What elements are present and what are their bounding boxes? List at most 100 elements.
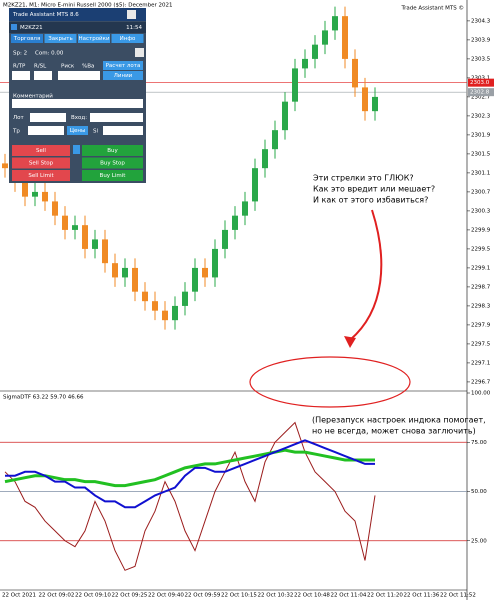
label: M2KZ21 [20,25,43,31]
tab-label[interactable]: Настройки [78,35,109,42]
candle-body [62,215,68,230]
candle-body [52,201,58,216]
label: 1.0 [36,73,45,79]
x-tick-label: 22 Oct 11:04 [331,593,367,599]
trade-button-label[interactable]: Buy Stop [100,161,125,167]
candle-body [272,130,278,150]
indicator-title: SigmaDTF 63.22 59.70 46.66 [3,395,84,401]
price-label-box [468,88,494,97]
input [28,126,64,135]
label: 20 [115,128,122,134]
indicator-line [4,421,376,571]
x-tick-label: 22 Oct 09:10 [75,593,111,599]
y-tick-label: 2297.5 [471,341,491,347]
tab-label[interactable]: Инфо [120,36,136,42]
y-tick-label: 2304.3 [471,18,491,24]
input [30,113,66,122]
input [12,71,30,80]
button [103,61,143,70]
y-tick-label: 2300.7 [471,189,491,195]
y-tick-label: 2303.5 [471,56,491,62]
tab[interactable] [78,34,110,43]
y-tick-label: 2297.1 [471,360,490,366]
x-tick-label: 22 Oct 10:48 [294,593,330,599]
trade-button-label[interactable]: Sell Stop [29,161,54,167]
label: 2.0 [14,73,23,79]
input [34,71,52,80]
tab[interactable] [44,34,77,43]
label: 1.00 [72,73,85,79]
candle-body [42,191,48,202]
trade-button-label[interactable]: Buy [107,148,118,154]
label: R/TP [13,64,26,70]
trade-button[interactable] [82,145,143,156]
trade-button[interactable] [82,157,143,169]
x-tick-label: 22 Oct 11:36 [404,593,440,599]
x-tick-label: 22 Oct 09:40 [148,593,184,599]
tab-label[interactable]: Торговля [13,36,41,42]
close-button [127,10,136,19]
price-label: 2303.0 [470,80,490,86]
candle-body [152,301,158,311]
label: Sp: 2 [13,51,27,57]
label: Scalpex 4.0 [61,101,93,107]
arrow-head [344,336,356,348]
x-tick-label: 22 Oct 09:02 [39,593,75,599]
annotation: И как от этого избавиться? [313,196,428,205]
x-tick-label: 22 Oct 11:20 [367,593,403,599]
trade-button-label[interactable]: Sell [36,148,46,154]
trade-button[interactable] [82,170,143,181]
y-tick-label: 2299.9 [471,227,491,233]
candle-body [252,168,258,202]
y-tick-label: 2296.7 [471,379,491,385]
y-tick-label: 2297.9 [471,322,491,328]
input [90,113,143,122]
annotation: Как это вредит или мешает? [313,185,435,194]
trade-button-label[interactable]: Sell Limit [28,173,54,179]
tab[interactable] [111,34,144,43]
symbol-row [9,22,146,33]
label: R/SL [34,64,47,70]
y-tick-label: 2299.1 [471,265,490,271]
price-label: 2302.8 [470,90,490,96]
tab[interactable] [11,34,43,43]
arrow [349,209,383,341]
candle-body [32,191,38,197]
candle-body [72,225,78,230]
price-label-box [468,78,494,87]
x-tick-label: 22 Oct 10:15 [221,593,257,599]
trade-button[interactable] [12,157,70,169]
tab-label[interactable]: Закрыть [48,36,73,42]
trade-button-label[interactable]: Buy Limit [100,173,127,179]
annotation: (Перезапуск настроек индюка помогает, [312,416,486,425]
y-tick-label: 2301.1 [471,170,490,176]
candle-body [92,239,98,249]
label: Комментарий [13,93,53,100]
label: Лот [13,115,25,121]
indicator-line [5,439,375,509]
x-tick-label: 22 Oct 10:32 [258,593,294,599]
label: %Ba [82,64,94,70]
title-bar [9,8,146,21]
x-tick-label: 22 Oct 09:59 [185,593,221,599]
label: Вход: [71,115,87,121]
candle-body [312,44,318,59]
annotation: но не всегда, может снова заглючить) [312,427,476,436]
label: Расчет лота [106,63,141,69]
candle-body [2,163,8,169]
label: 5 [113,115,117,121]
label: 40 [35,128,42,134]
y-tick-label: 2302.3 [471,113,491,119]
label: Риск [61,64,75,70]
trade-button[interactable] [12,145,70,156]
candle-body [162,310,168,321]
candle-body [322,30,328,45]
candle-body [232,215,238,230]
candle-body [142,291,148,302]
indicator-line [4,448,375,488]
trade-button[interactable] [12,170,70,181]
x-tick-label: 22 Oct 2021 [2,593,36,599]
label: 11:54 [126,25,142,31]
panel-title: Trade Assistant MTS 8.6 [12,12,79,18]
toggle [73,145,80,154]
